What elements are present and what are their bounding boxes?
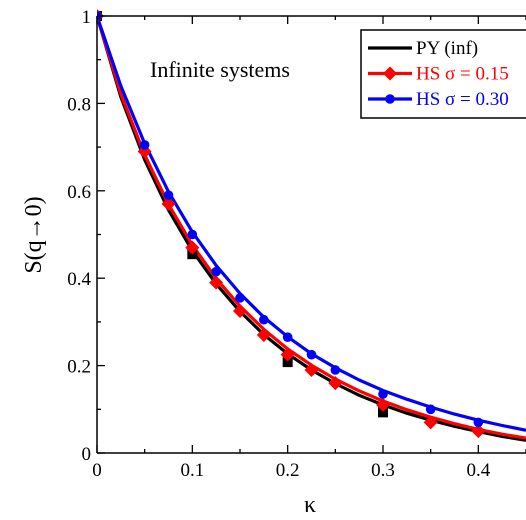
x-tick-label: 0.3 [371,460,395,481]
legend-marker-2 [385,94,395,104]
series-2-point [163,190,174,200]
legend-label-2: HS σ = 0.30 [416,89,509,110]
legend-label-0: PY (inf) [416,38,478,59]
ticks: 0 0.1 0.2 0.3 0.4 0 0.2 0.4 0.6 0.8 1 [67,7,526,481]
series-0-point [282,357,293,368]
series-2-point [282,332,293,342]
legend-label-1: HS σ = 0.15 [416,64,509,85]
series-1-point [233,303,247,318]
series-2-point [139,140,150,150]
x-tick-label: 0.1 [180,460,204,481]
series-2-point [473,417,484,428]
series-1-point [280,347,295,362]
series-2-point [378,389,388,399]
y-tick-label: 0 [82,444,92,465]
x-tick-label: 0 [92,460,102,481]
series-1-point [304,362,319,377]
series-1-point [376,397,390,412]
y-tick-label: 0.8 [67,94,91,115]
legend: PY (inf) HS σ = 0.15 HS σ = 0.30 [360,29,526,119]
y-tick-label: 0.4 [67,269,91,290]
x-axis-title: κ [304,492,316,518]
series-1-point [209,275,224,290]
y-axis-title: S(q→0) [21,196,47,273]
x-tick-label: 0.2 [276,460,300,481]
series-2-point [235,293,245,303]
legend-marker-1 [383,66,397,81]
series-0-point [378,407,388,418]
y-tick-label: 0.6 [67,182,91,203]
annotation-text: Infinite systems [150,57,290,82]
plot-area [97,9,526,442]
series-2-point [187,229,198,240]
y-tick-label: 1 [82,7,92,28]
y-tick-label: 0.2 [67,357,91,378]
series-2-point [330,365,341,375]
series-1-point [256,328,271,343]
series-1-point [423,415,438,430]
series-2-point [306,349,317,360]
series-1-point [185,240,200,255]
series-1-point [471,424,486,439]
series-2-point [259,314,269,325]
series-2-point [425,404,436,415]
x-tick-label: 0.4 [466,460,490,481]
series-1-point [328,376,343,391]
series-2-point [211,266,221,277]
series-1-point [161,196,176,211]
